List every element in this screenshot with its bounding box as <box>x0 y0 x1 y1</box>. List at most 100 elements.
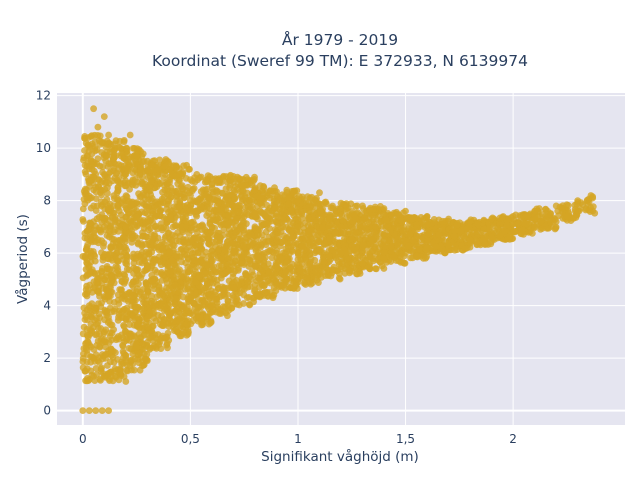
data-point <box>380 205 388 212</box>
data-point <box>450 232 458 240</box>
data-point <box>198 245 206 253</box>
data-point <box>144 338 151 346</box>
data-point <box>116 366 124 374</box>
data-point <box>348 235 355 243</box>
data-point <box>115 207 123 215</box>
data-point <box>102 355 109 362</box>
data-point <box>273 192 280 199</box>
data-point <box>245 263 253 270</box>
data-point <box>95 354 103 361</box>
data-point <box>230 178 237 186</box>
data-point <box>165 191 173 199</box>
data-point <box>432 243 440 250</box>
data-point <box>466 226 474 233</box>
data-point <box>129 254 137 261</box>
data-point <box>85 302 93 309</box>
data-point <box>307 258 314 266</box>
data-point <box>413 232 421 240</box>
data-point <box>423 228 431 236</box>
data-point <box>133 152 141 160</box>
data-point <box>171 232 179 240</box>
data-point <box>367 240 375 248</box>
data-point <box>263 220 270 227</box>
data-point <box>460 233 468 241</box>
data-point <box>134 320 142 328</box>
data-point <box>122 182 130 190</box>
data-point <box>129 292 137 300</box>
data-point <box>115 313 122 321</box>
data-point <box>187 197 194 205</box>
data-point <box>103 179 110 186</box>
data-point <box>282 268 290 276</box>
data-point <box>146 344 154 352</box>
data-point <box>509 220 517 228</box>
data-point <box>143 356 151 364</box>
data-point <box>161 186 169 194</box>
data-point <box>154 331 162 338</box>
data-point <box>308 279 316 287</box>
data-point <box>219 174 227 181</box>
data-point <box>466 236 474 244</box>
x-axis-ticks: 0 0,5 1 1,5 2 <box>79 432 517 446</box>
data-point <box>316 270 323 278</box>
data-point <box>196 273 204 280</box>
data-point <box>402 207 409 215</box>
data-point <box>158 277 166 284</box>
data-point <box>393 241 401 249</box>
data-point <box>337 265 345 273</box>
data-point <box>180 303 188 311</box>
data-point <box>149 218 157 226</box>
data-point <box>107 251 115 258</box>
data-point <box>213 268 221 276</box>
data-point <box>201 178 209 186</box>
data-point <box>253 243 261 251</box>
data-point <box>261 273 268 281</box>
data-point <box>231 257 239 265</box>
data-point <box>424 221 432 228</box>
data-point <box>115 161 123 168</box>
data-point <box>215 218 223 226</box>
data-point <box>537 218 545 225</box>
data-point <box>131 303 139 311</box>
x-tick-label: 1,5 <box>396 432 415 446</box>
data-point <box>151 231 158 239</box>
data-point <box>190 185 198 192</box>
data-point <box>137 166 145 174</box>
data-point <box>87 156 95 164</box>
data-point <box>413 215 421 223</box>
data-point <box>204 200 211 208</box>
data-point <box>164 344 171 352</box>
data-point <box>283 258 290 266</box>
data-point <box>213 281 221 289</box>
data-point <box>116 286 124 293</box>
data-point <box>148 292 156 300</box>
x-tick-label: 2 <box>509 432 517 446</box>
data-point <box>509 213 517 220</box>
data-point <box>180 162 188 170</box>
data-point <box>282 276 290 284</box>
data-point <box>158 312 166 320</box>
data-point <box>187 236 194 244</box>
data-point <box>85 270 93 278</box>
data-point <box>435 231 443 239</box>
data-point <box>111 365 119 372</box>
data-point <box>184 268 192 276</box>
data-point <box>119 341 126 349</box>
data-point <box>519 226 526 234</box>
data-point <box>114 264 121 271</box>
data-point <box>176 324 184 331</box>
data-point <box>100 275 108 283</box>
data-point <box>360 222 367 230</box>
data-point <box>328 246 336 254</box>
data-point <box>92 407 100 414</box>
data-point <box>146 308 154 316</box>
data-point <box>321 199 329 207</box>
data-point <box>175 288 182 296</box>
data-point <box>203 313 211 321</box>
data-point <box>359 253 367 261</box>
data-point <box>248 198 255 206</box>
data-point <box>147 333 154 341</box>
data-point <box>158 220 165 228</box>
data-point <box>499 214 506 221</box>
data-point <box>124 165 131 173</box>
